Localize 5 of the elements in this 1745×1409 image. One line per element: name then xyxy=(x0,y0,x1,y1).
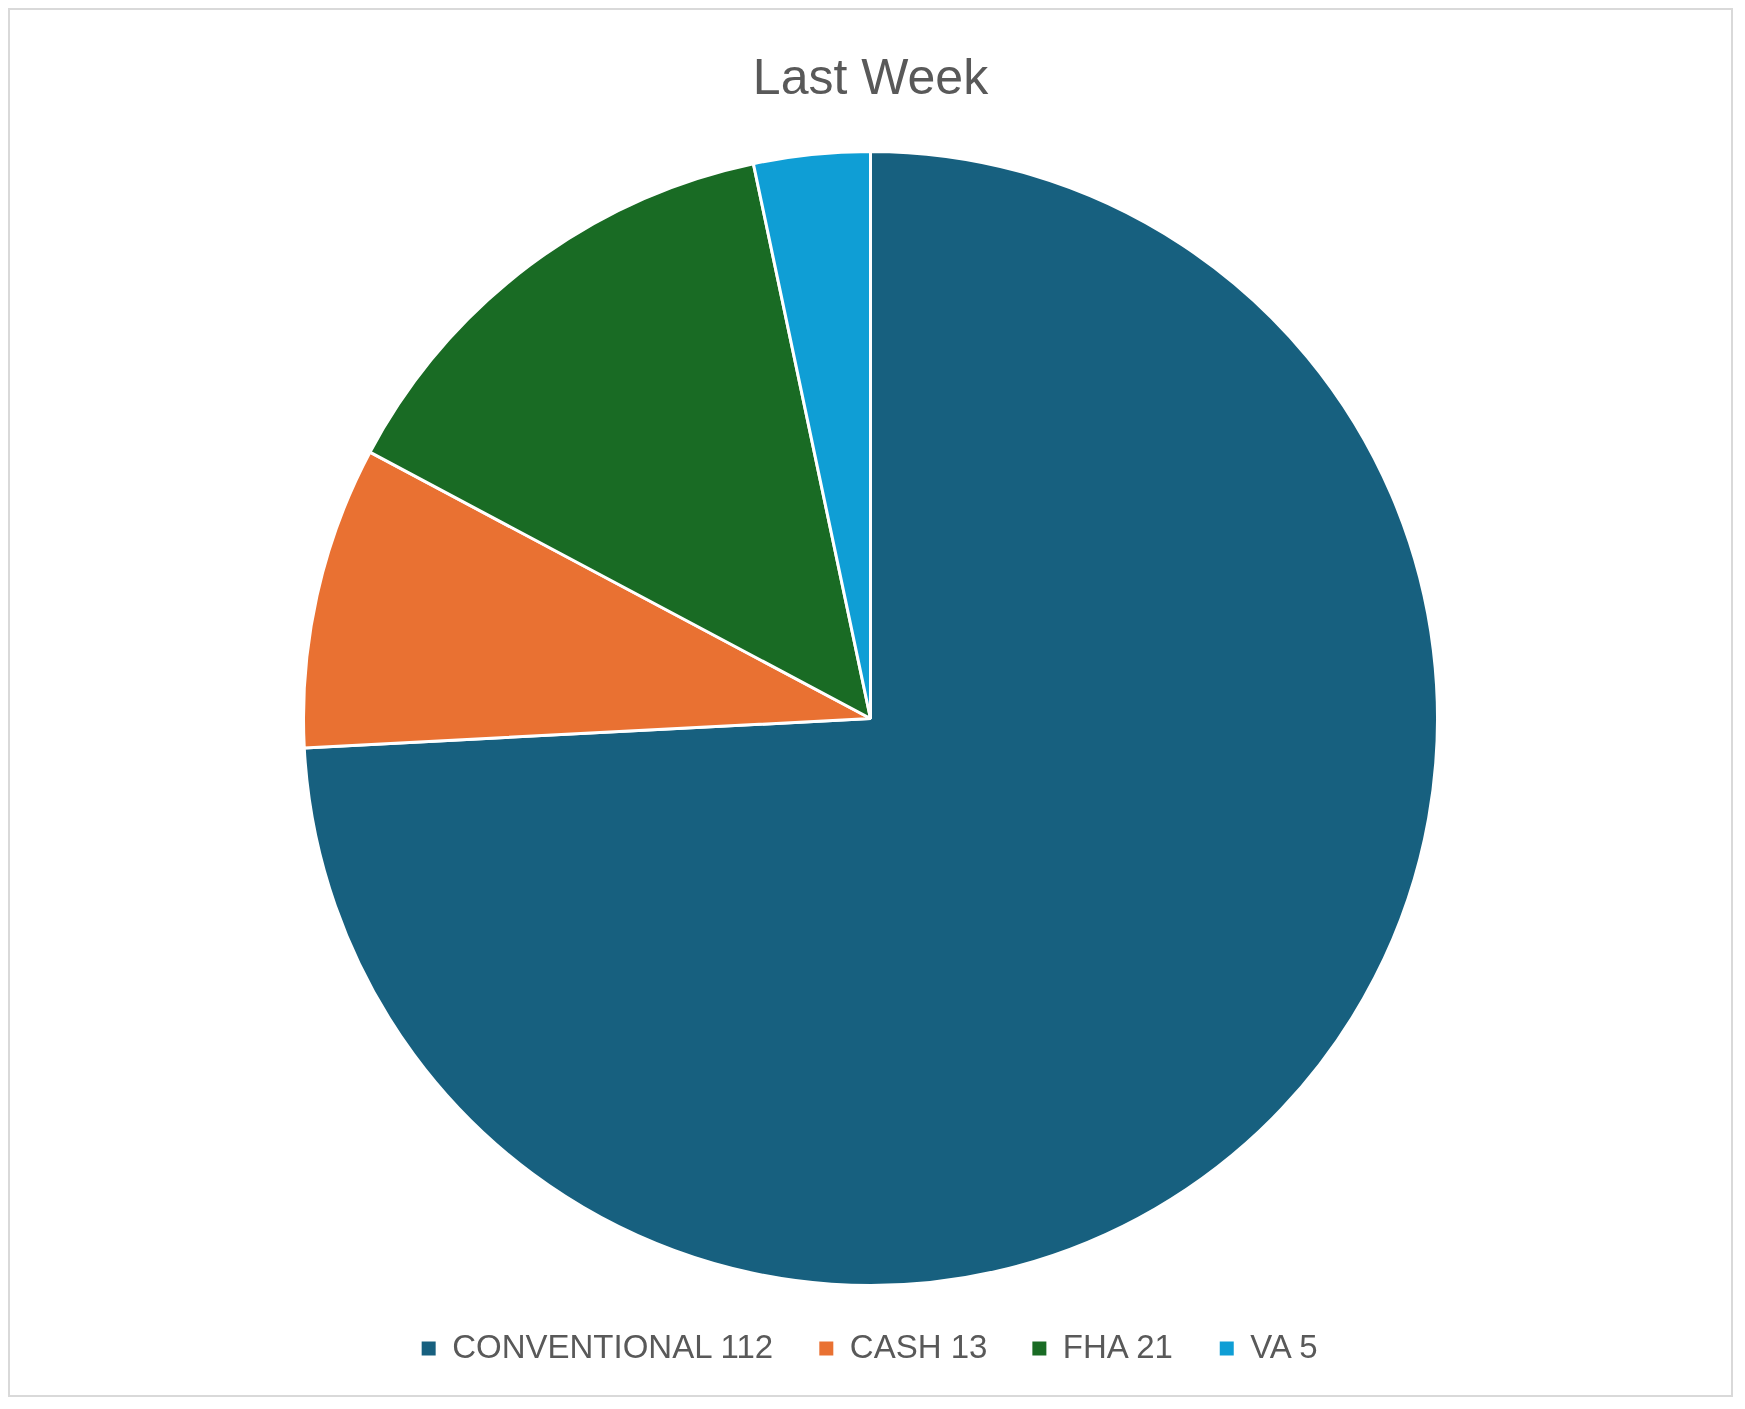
chart-title: Last Week xyxy=(752,48,990,105)
legend-label: FHA 21 xyxy=(1062,1327,1173,1365)
legend-label: VA 5 xyxy=(1250,1327,1318,1365)
legend-label: CONVENTIONAL 112 xyxy=(452,1327,774,1365)
legend-label: CASH 13 xyxy=(849,1327,988,1365)
